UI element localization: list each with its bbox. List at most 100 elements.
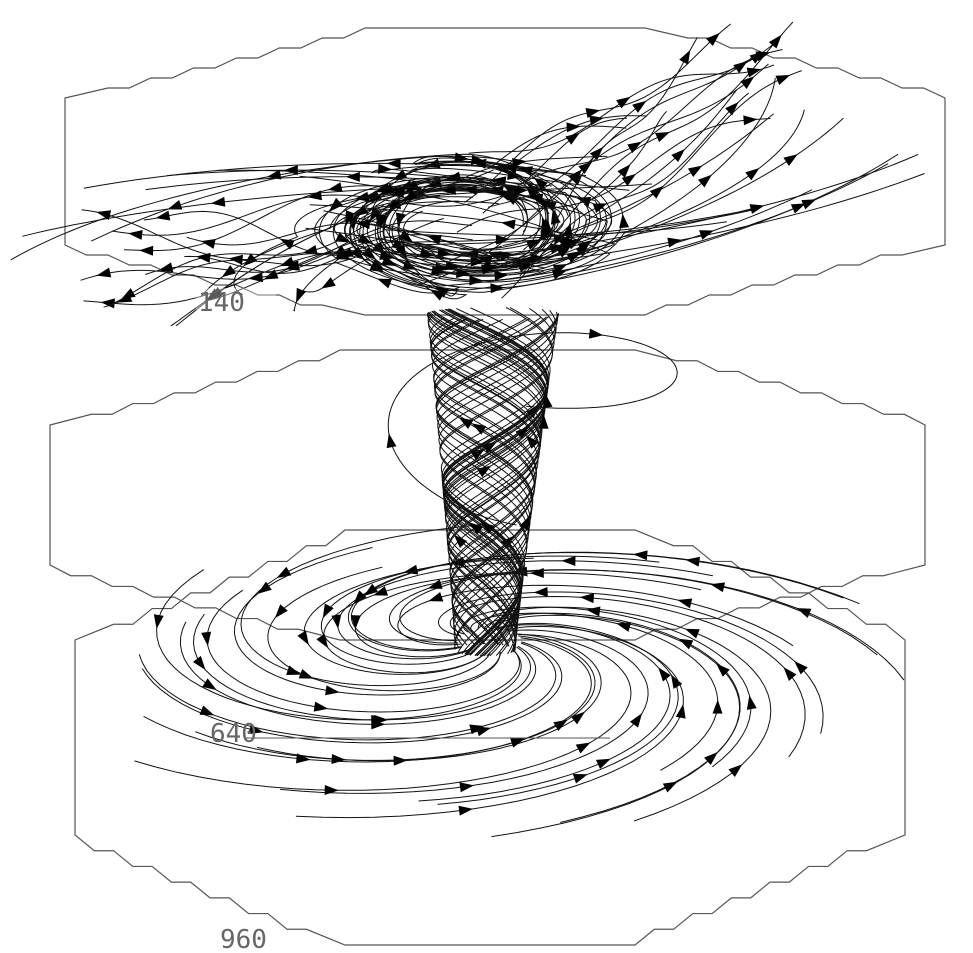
arrowhead xyxy=(725,101,739,116)
arrowhead xyxy=(621,173,637,187)
arrowhead xyxy=(428,591,444,602)
trajectory xyxy=(179,621,537,725)
arrowhead xyxy=(749,204,765,214)
trajectory xyxy=(334,153,919,261)
arrowhead xyxy=(495,234,510,245)
arrowhead xyxy=(285,260,300,271)
trajectories xyxy=(10,21,925,838)
arrowhead xyxy=(353,590,367,605)
trajectory xyxy=(280,629,649,794)
trajectory xyxy=(267,566,501,692)
trajectory xyxy=(437,310,557,646)
arrowhead xyxy=(794,661,808,675)
arrowhead xyxy=(469,724,485,735)
arrowhead xyxy=(378,163,393,174)
trajectory xyxy=(388,569,878,656)
arrowhead xyxy=(746,67,762,78)
arrowhead xyxy=(454,152,469,163)
arrowhead xyxy=(373,586,389,596)
arrowhead xyxy=(369,261,385,273)
arrowhead xyxy=(453,534,468,548)
trajectory xyxy=(362,77,776,283)
arrowhead xyxy=(501,219,516,230)
arrowhead xyxy=(801,199,817,210)
arrowhead xyxy=(561,555,576,566)
arrowhead xyxy=(139,245,154,256)
arrowhead xyxy=(566,252,582,263)
arrowhead xyxy=(386,433,397,449)
arrowhead xyxy=(526,404,540,419)
arrowhead xyxy=(405,180,420,193)
trajectory xyxy=(426,312,546,657)
arrowhead xyxy=(470,154,486,165)
arrowhead xyxy=(324,785,339,796)
arrowhead xyxy=(158,262,174,273)
trajectory xyxy=(435,313,559,645)
trajectory xyxy=(449,595,806,758)
arrowhead xyxy=(355,219,371,230)
trajectory xyxy=(431,318,540,651)
arrowhead xyxy=(687,165,703,178)
arrowhead xyxy=(515,426,530,440)
arrowhead xyxy=(796,608,812,619)
level-plane xyxy=(64,27,946,316)
arrowhead xyxy=(274,604,288,619)
arrowhead xyxy=(469,275,484,286)
level-label: 140 xyxy=(198,288,245,318)
arrowhead xyxy=(649,185,664,199)
arrowhead xyxy=(556,245,572,258)
arrowhead xyxy=(671,148,685,163)
arrowhead xyxy=(153,614,164,629)
trajectory xyxy=(192,613,532,721)
arrowhead xyxy=(286,665,301,675)
arrowhead xyxy=(675,703,686,719)
arrowhead xyxy=(670,674,683,689)
trajectory xyxy=(257,633,602,762)
arrowhead xyxy=(228,254,243,265)
arrowhead xyxy=(468,522,484,535)
arrowhead xyxy=(538,414,549,429)
trajectory xyxy=(426,313,546,657)
arrowhead xyxy=(427,235,442,245)
arrowhead xyxy=(199,705,215,716)
arrowhead xyxy=(542,393,553,409)
arrowhead xyxy=(363,583,379,597)
arrowhead xyxy=(633,550,648,561)
arrowhead xyxy=(398,229,413,243)
arrowhead xyxy=(476,726,492,737)
arrowhead xyxy=(743,115,758,126)
trajectory xyxy=(487,41,776,208)
arrowhead xyxy=(325,685,340,696)
arrowhead xyxy=(121,288,136,300)
trajectory xyxy=(295,625,684,819)
arrowhead xyxy=(155,210,171,221)
arrowhead xyxy=(679,49,691,65)
trajectory xyxy=(526,37,698,263)
arrowhead xyxy=(494,270,509,281)
arrowhead xyxy=(298,669,314,679)
arrowhead xyxy=(710,582,726,593)
trajectory xyxy=(427,314,545,656)
trajectory xyxy=(184,240,476,274)
arrowhead xyxy=(569,169,583,183)
arrowhead xyxy=(570,711,585,725)
trajectory xyxy=(22,184,613,254)
trajectory xyxy=(429,317,543,655)
arrowhead xyxy=(322,603,334,619)
arrowhead xyxy=(685,556,701,567)
arrowhead xyxy=(490,283,505,294)
arrowhead xyxy=(221,265,237,278)
arrowhead xyxy=(746,695,757,710)
trajectory xyxy=(323,571,523,674)
arrowhead xyxy=(617,164,631,178)
trajectory xyxy=(206,589,521,713)
trajectory xyxy=(456,118,771,233)
arrowhead xyxy=(331,754,346,765)
arrowhead xyxy=(96,267,112,278)
arrowhead xyxy=(745,168,760,181)
trajectory xyxy=(483,612,741,823)
arrowhead xyxy=(263,269,279,280)
arrowhead xyxy=(616,96,631,109)
arrowhead xyxy=(728,764,743,778)
arrowhead xyxy=(276,566,292,578)
